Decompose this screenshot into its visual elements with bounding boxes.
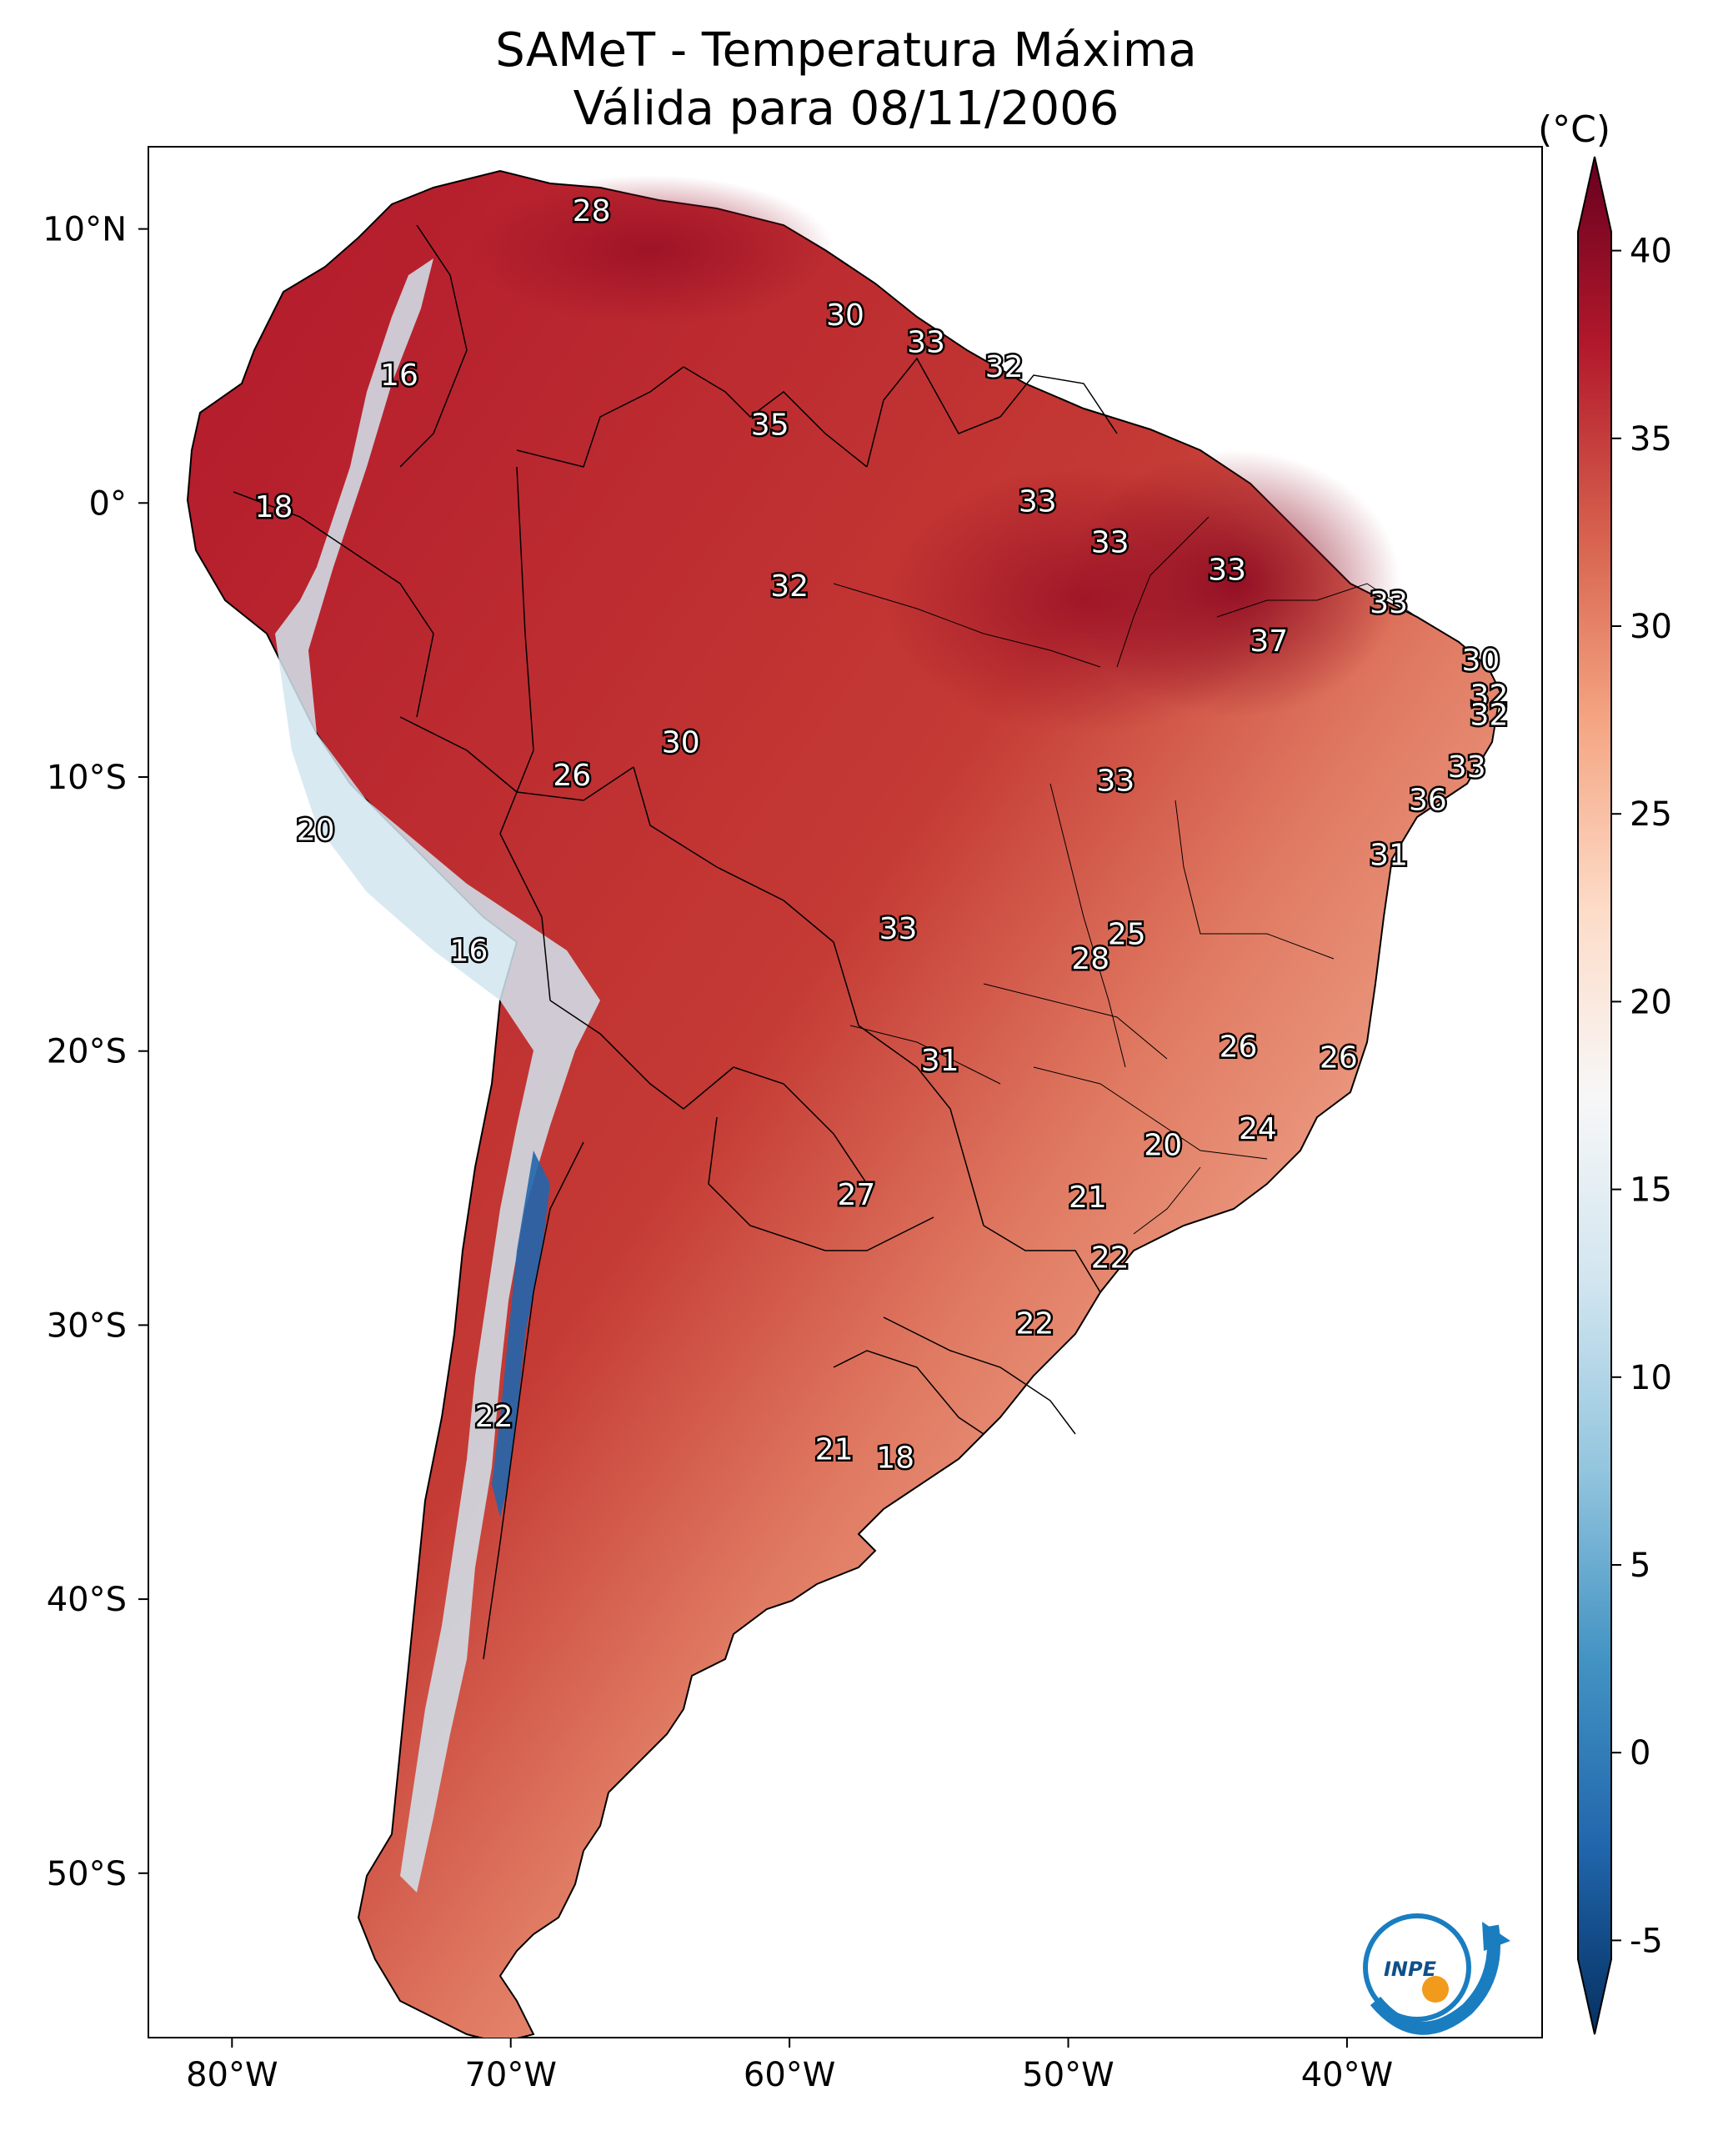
x-tick-label: 60°W xyxy=(744,2056,835,2094)
x-tick-label: 50°W xyxy=(1022,2056,1114,2094)
colorbar-tick-label: 10 xyxy=(1630,1359,1672,1397)
andes-cold-core xyxy=(492,1151,550,1517)
y-tick-label: 50°S xyxy=(47,1855,127,1893)
station-temp-label: 33 xyxy=(1370,586,1408,620)
map-title-line1: SAMeT - Temperatura Máxima xyxy=(495,23,1197,78)
country-borders xyxy=(233,224,1118,1660)
station-temp-label: 28 xyxy=(573,194,611,228)
y-axis: 10°N 0° 10°S 20°S 30°S 40°S 50°S xyxy=(43,211,148,1893)
station-temp-label: 20 xyxy=(1144,1129,1182,1163)
colorbar-tick-label: 0 xyxy=(1630,1734,1650,1772)
inpe-logo: INPE xyxy=(1363,1913,1510,2035)
station-temp-label: 32 xyxy=(770,569,809,604)
station-temp-label: 33 xyxy=(1448,750,1486,785)
station-temp-label: 31 xyxy=(921,1044,959,1078)
colorbar-tick-label: 25 xyxy=(1630,795,1672,834)
x-axis: 80°W 70°W 60°W 50°W 40°W xyxy=(186,2038,1393,2094)
station-temp-label: 30 xyxy=(662,726,700,760)
colorbar-tick-label: 20 xyxy=(1630,983,1672,1021)
andes-cool-band xyxy=(275,258,600,1893)
map-title-line2: Válida para 08/11/2006 xyxy=(573,82,1119,136)
station-temp-label: 28 xyxy=(1071,942,1109,976)
colorbar-unit-label: (°C) xyxy=(1538,108,1611,151)
station-temp-label: 30 xyxy=(826,298,864,333)
station-temp-label: 27 xyxy=(837,1178,875,1212)
station-temp-label: 33 xyxy=(1208,553,1246,587)
colorbar: 40 35 30 25 20 15 10 5 0 -5 xyxy=(1577,156,1672,2035)
station-temp-label: 16 xyxy=(450,934,488,968)
station-temp-label: 26 xyxy=(553,759,591,793)
colorbar-tick-label: 35 xyxy=(1630,420,1672,459)
y-tick-label: 30°S xyxy=(47,1306,127,1345)
station-temp-label: 21 xyxy=(1069,1181,1107,1215)
y-tick-label: 0° xyxy=(89,484,127,523)
y-tick-label: 10°S xyxy=(47,759,127,797)
station-temp-label: 33 xyxy=(1091,526,1129,560)
station-temp-label: 36 xyxy=(1409,784,1447,818)
station-temp-label: 32 xyxy=(1470,699,1509,733)
station-temp-label: 33 xyxy=(1019,484,1057,519)
colorbar-tick-label: 5 xyxy=(1630,1547,1650,1585)
y-tick-label: 20°S xyxy=(47,1033,127,1071)
x-tick-label: 70°W xyxy=(464,2056,556,2094)
station-temp-label: 33 xyxy=(1096,765,1134,799)
state-borders xyxy=(833,516,1418,1235)
station-temp-label: 16 xyxy=(380,358,418,393)
station-temp-label: 22 xyxy=(1015,1306,1054,1341)
hot-region-amazon xyxy=(884,467,1284,734)
station-temp-label: 20 xyxy=(297,814,335,848)
hot-region-venezuela xyxy=(467,175,834,325)
station-temp-label: 26 xyxy=(1220,1030,1258,1064)
station-temp-label: 35 xyxy=(751,408,789,442)
y-tick-label: 10°N xyxy=(43,211,127,249)
station-temp-label: 30 xyxy=(1462,644,1500,678)
x-tick-label: 80°W xyxy=(186,2056,278,2094)
station-temp-label: 22 xyxy=(475,1400,513,1434)
station-temp-label: 32 xyxy=(985,350,1024,384)
station-temp-label: 21 xyxy=(815,1433,854,1467)
station-temp-label: 32 xyxy=(1470,679,1509,714)
colorbar-tick-label: -5 xyxy=(1630,1922,1663,1960)
colorbar-tick-label: 30 xyxy=(1630,608,1672,646)
station-temp-label: 33 xyxy=(907,326,945,360)
station-temp-label: 18 xyxy=(255,490,293,524)
station-temp-label: 31 xyxy=(1370,838,1408,872)
y-tick-label: 40°S xyxy=(47,1581,127,1619)
station-temp-label: 25 xyxy=(1108,918,1146,952)
station-temp-label: 22 xyxy=(1091,1241,1129,1276)
x-tick-label: 40°W xyxy=(1301,2056,1393,2094)
station-temp-label: 33 xyxy=(879,912,918,946)
colorbar-tick-label: 15 xyxy=(1630,1171,1672,1210)
station-temp-label: 37 xyxy=(1250,624,1288,659)
station-temp-label: 18 xyxy=(876,1441,914,1475)
colorbar-tick-label: 40 xyxy=(1630,233,1672,271)
inpe-logo-text: INPE xyxy=(1384,1958,1437,1981)
colorbar-scale xyxy=(1577,156,1612,2035)
station-temp-label: 26 xyxy=(1320,1041,1358,1075)
station-temp-label: 24 xyxy=(1239,1112,1277,1146)
